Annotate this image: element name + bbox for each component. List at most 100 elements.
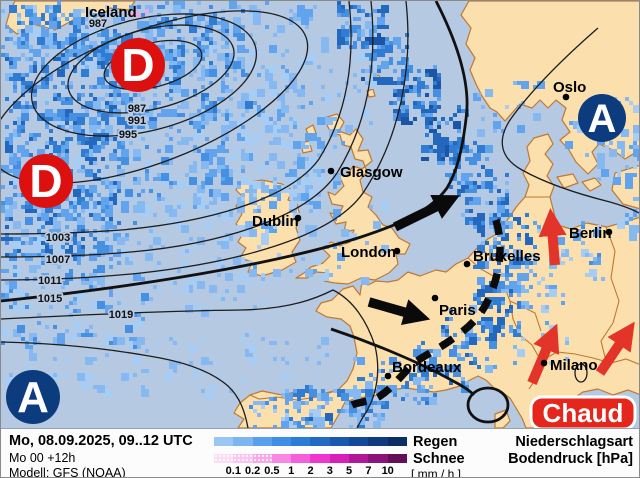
rain-pixel — [53, 5, 61, 13]
rain-pixel — [237, 185, 241, 189]
rain-pixel — [421, 145, 429, 153]
rain-pixel — [449, 369, 453, 373]
rain-pixel — [313, 409, 321, 417]
rain-pixel — [533, 257, 537, 261]
rain-pixel — [461, 341, 465, 345]
rain-pixel — [273, 425, 277, 428]
rain-pixel — [381, 401, 385, 405]
rain-pixel — [65, 109, 69, 113]
rain-pixel — [257, 113, 261, 117]
rain-pixel — [445, 173, 449, 177]
city-dot-paris — [431, 294, 439, 302]
rain-pixel — [185, 185, 189, 189]
rain-pixel — [205, 97, 209, 101]
rain-pixel — [293, 201, 297, 205]
rain-pixel — [189, 249, 193, 253]
rain-pixel — [85, 229, 89, 233]
rain-pixel — [205, 105, 213, 113]
rain-pixel — [13, 301, 17, 305]
rain-pixel — [217, 145, 221, 149]
isobar-label: 1015 — [38, 293, 62, 305]
rain-pixel — [377, 389, 381, 393]
rain-pixel — [73, 301, 77, 305]
rain-pixel — [45, 237, 49, 241]
rain-pixel — [405, 85, 409, 89]
rain-pixel — [233, 257, 241, 265]
rain-pixel — [625, 181, 633, 189]
rain-pixel — [301, 205, 305, 209]
rain-pixel — [173, 85, 181, 93]
rain-pixel — [469, 185, 473, 189]
rain-pixel — [637, 157, 639, 161]
rain-pixel — [1, 261, 5, 265]
rain-pixel — [57, 281, 61, 285]
rain-pixel — [217, 237, 221, 241]
rain-pixel — [625, 173, 633, 181]
rain-pixel — [97, 201, 101, 205]
rain-pixel — [489, 257, 493, 261]
rain-pixel — [229, 209, 233, 213]
rain-pixel — [273, 357, 277, 361]
rain-pixel — [289, 361, 293, 365]
rain-pixel — [565, 357, 569, 361]
scale-tick-label: 0.1 — [225, 465, 241, 477]
city-dot-dublin — [294, 214, 302, 222]
rain-pixel — [301, 105, 305, 109]
rain-pixel — [621, 149, 625, 153]
rain-pixel — [461, 181, 465, 185]
rain-pixel — [197, 237, 205, 245]
rain-pixel — [221, 181, 225, 185]
rain-pixel — [389, 385, 397, 393]
rain-pixel — [197, 1, 201, 5]
rain-pixel — [445, 317, 449, 321]
rain-pixel — [433, 89, 441, 97]
rain-pixel — [229, 153, 237, 161]
rain-pixel — [249, 185, 253, 189]
rain-pixel — [169, 361, 177, 369]
rain-pixel — [93, 101, 101, 109]
rain-pixel — [45, 21, 49, 25]
rain-pixel — [265, 1, 269, 5]
rain-pixel — [1, 269, 5, 273]
rain-pixel — [89, 213, 93, 217]
rain-pixel — [249, 149, 253, 153]
rain-pixel — [65, 149, 69, 153]
rain-pixel — [309, 141, 313, 145]
rain-pixel — [189, 13, 193, 17]
rain-pixel — [229, 389, 233, 393]
rain-pixel — [93, 269, 97, 273]
rain-pixel — [457, 165, 461, 169]
rain-pixel — [189, 277, 197, 285]
rain-pixel — [257, 73, 261, 77]
rain-pixel — [493, 269, 497, 273]
rain-pixel — [633, 125, 639, 133]
rain-pixel — [257, 49, 261, 53]
isobar-label: 1003 — [46, 232, 70, 244]
rain-pixel — [133, 109, 137, 113]
rain-pixel — [29, 349, 33, 353]
rain-pixel — [377, 69, 381, 73]
rain-pixel — [249, 33, 253, 37]
rain-pixel — [537, 81, 545, 89]
rain-pixel — [369, 205, 373, 209]
rain-pixel — [305, 133, 313, 141]
rain-pixel — [541, 333, 545, 337]
rain-pixel — [249, 49, 257, 57]
rain-pixel — [369, 121, 373, 125]
rain-pixel — [105, 209, 113, 217]
rain-pixel — [37, 85, 41, 89]
rain-pixel — [269, 65, 277, 73]
rain-pixel — [425, 397, 429, 401]
rain-pixel — [225, 165, 229, 169]
rain-pixel — [17, 21, 21, 25]
rain-pixel — [9, 169, 13, 173]
rain-pixel — [585, 253, 589, 257]
rain-pixel — [25, 101, 29, 105]
rain-pixel — [625, 97, 629, 101]
rain-pixel — [413, 77, 417, 81]
rain-pixel — [97, 205, 101, 209]
rain-pixel — [201, 153, 209, 161]
rain-pixel — [197, 53, 201, 57]
snow-colorbar — [214, 454, 407, 463]
rain-pixel — [109, 201, 113, 205]
